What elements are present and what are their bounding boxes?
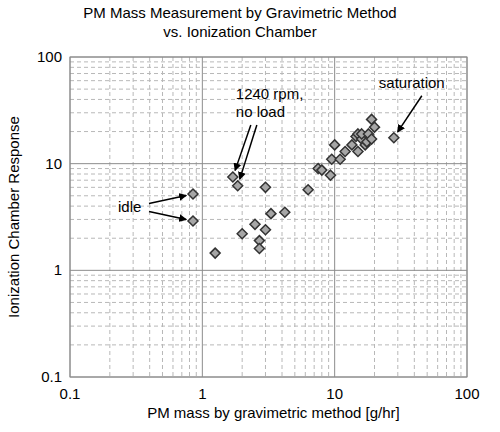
minor-grid-line <box>321 57 322 377</box>
minor-grid-line <box>70 312 467 313</box>
minor-grid <box>70 57 467 377</box>
data-point <box>317 165 327 175</box>
minor-grid-line <box>454 57 455 377</box>
grid-line <box>70 163 467 164</box>
annotations: idle 1240 rpm,no load saturation <box>118 74 445 220</box>
minor-grid-line <box>70 180 467 181</box>
annotation-arrow <box>235 125 251 170</box>
data-point <box>266 209 276 219</box>
x-tick-label: 100 <box>454 385 479 402</box>
data-point <box>237 229 247 239</box>
annotation-line: saturation <box>379 74 445 91</box>
grid-line <box>70 270 467 271</box>
minor-grid-line <box>196 57 197 377</box>
y-tick-label: 10 <box>45 155 62 172</box>
y-tick-label: 100 <box>37 48 62 65</box>
data-point <box>228 172 238 182</box>
annotation-arrow <box>398 96 422 132</box>
minor-grid-line <box>70 293 467 294</box>
minor-grid-line <box>181 57 182 377</box>
minor-grid-line <box>70 131 467 132</box>
y-tick-label: 0.1 <box>41 368 62 385</box>
minor-grid-line <box>70 67 467 68</box>
data-point <box>303 185 313 195</box>
plot-frame <box>70 57 467 377</box>
minor-grid-line <box>70 275 467 276</box>
data-point <box>250 219 260 229</box>
minor-grid-line <box>294 57 295 377</box>
minor-grid-line <box>374 57 375 377</box>
title-line: PM Mass Measurement by Gravimetric Metho… <box>83 4 396 21</box>
data-point <box>260 182 270 192</box>
grid-line <box>202 57 203 377</box>
chart: 0.1 1 10 100 0.1 1 10 100 PM Mass Measurement by… <box>0 0 500 432</box>
data-point <box>353 147 363 157</box>
minor-grid-line <box>189 57 190 377</box>
minor-grid-line <box>305 57 306 377</box>
x-tick-label: 0.1 <box>60 385 81 402</box>
data-point <box>389 133 399 143</box>
data-point <box>325 170 335 180</box>
annotation: saturation <box>379 74 445 91</box>
tick-labels: 0.1 1 10 100 0.1 1 10 100 <box>37 48 480 402</box>
annotation-arrow <box>149 211 186 219</box>
grid-line <box>334 57 335 377</box>
minor-grid-line <box>70 168 467 169</box>
minor-grid-line <box>70 280 467 281</box>
minor-grid-line <box>149 57 150 377</box>
data-point <box>210 248 220 258</box>
data-point <box>280 207 290 217</box>
points <box>188 114 399 258</box>
minor-grid-line <box>70 238 467 239</box>
minor-grid-line <box>397 57 398 377</box>
data-point <box>367 134 377 144</box>
y-axis-label: Ionization Chamber Response <box>5 116 22 318</box>
x-axis-label: PM mass by gravimetric method [g/hr] <box>147 404 400 421</box>
minor-grid-line <box>162 57 163 377</box>
minor-grid-line <box>437 57 438 377</box>
data-point <box>188 216 198 226</box>
minor-grid-line <box>70 326 467 327</box>
minor-grid-line <box>109 57 110 377</box>
y-tick-label: 1 <box>54 261 62 278</box>
data-point <box>370 122 380 132</box>
major-grid <box>70 57 467 377</box>
minor-grid-line <box>460 57 461 377</box>
minor-grid-line <box>70 174 467 175</box>
data-point <box>254 244 264 254</box>
minor-grid-line <box>70 286 467 287</box>
annotation: 1240 rpm,no load <box>236 85 304 120</box>
data-point <box>340 147 350 157</box>
annotation-line: idle <box>118 198 141 215</box>
x-tick-label: 1 <box>198 385 206 402</box>
data-point <box>233 181 243 191</box>
annotation: idle <box>118 198 141 215</box>
annotation-arrow <box>149 195 186 203</box>
title-line: vs. Ionization Chamber <box>163 23 316 40</box>
title: PM Mass Measurement by Gravimetric Metho… <box>83 4 396 40</box>
minor-grid-line <box>70 195 467 196</box>
minor-grid-line <box>133 57 134 377</box>
x-tick-label: 10 <box>326 385 343 402</box>
annotation-line: 1240 rpm, <box>236 85 304 102</box>
minor-grid-line <box>70 219 467 220</box>
minor-grid-line <box>70 344 467 345</box>
minor-grid-line <box>70 61 467 62</box>
minor-grid-line <box>314 57 315 377</box>
annotation-arrow <box>240 125 257 179</box>
data-point <box>188 189 198 199</box>
minor-grid-line <box>427 57 428 377</box>
data-point <box>330 140 340 150</box>
data-point <box>260 225 270 235</box>
annotation-line: no load <box>236 103 285 120</box>
minor-grid-line <box>446 57 447 377</box>
minor-grid-line <box>414 57 415 377</box>
minor-grid-line <box>328 57 329 377</box>
minor-grid-line <box>70 302 467 303</box>
